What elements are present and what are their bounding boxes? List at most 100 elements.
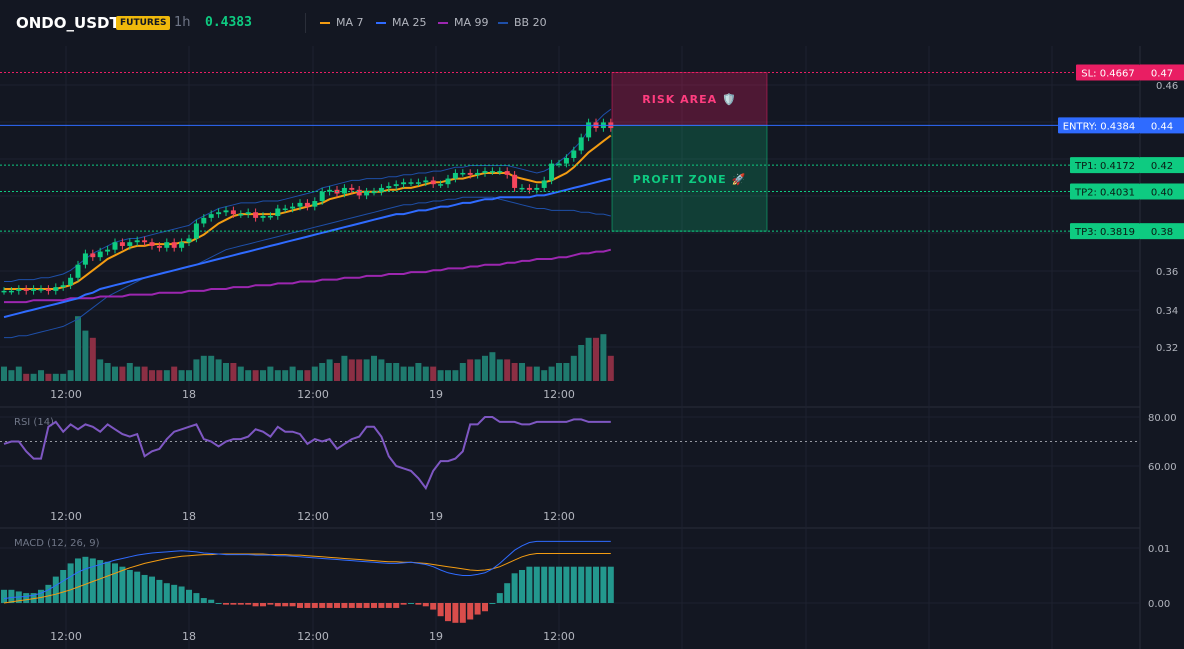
candle-body	[267, 216, 273, 218]
volume-bar	[519, 363, 525, 381]
macd-histogram-bar	[371, 603, 377, 608]
candle-body	[45, 288, 51, 291]
volume-bar	[304, 370, 311, 381]
macd-histogram-bar	[593, 566, 599, 603]
volume-bar	[82, 330, 89, 381]
macd-histogram-bar	[467, 603, 474, 620]
rsi-panel: RSI (14) 80.00 60.00 12:00 18 12:00 19 12:00	[0, 413, 1177, 523]
macd-histogram-bar	[60, 570, 67, 603]
legend-ma7[interactable]: MA 7	[320, 16, 364, 29]
volume-bar	[326, 359, 333, 381]
candle-body	[156, 245, 162, 248]
macd-histogram-bar	[38, 589, 44, 603]
candle-body	[68, 277, 74, 286]
macd-histogram-bar	[163, 583, 170, 603]
volume-bar	[511, 363, 518, 381]
macd-histogram-bar	[319, 603, 326, 608]
macd-histogram-bar	[341, 603, 348, 608]
macd-histogram-bar	[112, 563, 118, 603]
volume-bar	[422, 366, 429, 381]
legend-bb20[interactable]: BB 20	[498, 16, 547, 29]
candle-body	[541, 180, 547, 188]
candle-body	[475, 172, 481, 175]
volume-bar	[156, 370, 163, 381]
ma99-line	[4, 248, 612, 304]
volume-bar	[260, 370, 266, 381]
candle-body	[149, 242, 155, 246]
candle-body	[119, 242, 125, 246]
volume-bar	[548, 366, 555, 381]
volume-bar	[319, 363, 326, 381]
candle-body	[253, 212, 259, 218]
candle-body	[319, 191, 325, 202]
volume-bar	[97, 359, 104, 381]
volume-bar	[60, 373, 67, 381]
macd-histogram-bar	[526, 566, 533, 603]
macd-histogram-bar	[541, 566, 548, 603]
candle-body	[341, 187, 347, 194]
price-tick: 0.46	[1156, 81, 1178, 92]
volume-bar	[452, 370, 459, 381]
legend-ma99-label: MA 99	[454, 16, 489, 29]
legend-ma25-label: MA 25	[392, 16, 427, 29]
macd-histogram-bar	[326, 603, 333, 608]
volume-bar	[171, 366, 178, 381]
macd-histogram-bar	[104, 561, 111, 603]
candle-body	[430, 180, 436, 185]
candle-body	[186, 238, 192, 243]
legend-ma25[interactable]: MA 25	[376, 16, 427, 29]
volume-bar	[437, 370, 444, 381]
chart-grid	[0, 46, 1141, 649]
macd-tick: 0.00	[1148, 599, 1170, 610]
candle-body	[534, 187, 540, 190]
macd-histogram-bar	[334, 603, 340, 608]
symbol-name[interactable]: ONDO_USDT	[16, 14, 120, 32]
macd-histogram-bar	[452, 603, 459, 623]
sl-tag	[1076, 64, 1140, 81]
macd-histogram-bar	[126, 570, 133, 603]
macd-histogram-bar	[186, 589, 192, 603]
entry-price-tag	[1140, 117, 1184, 134]
tp2-price-tag	[1140, 183, 1184, 200]
ma99-swatch	[438, 21, 448, 24]
macd-histogram-bar	[385, 603, 392, 608]
macd-histogram-bar	[1, 589, 7, 603]
ma7-swatch	[320, 21, 330, 24]
volume-bar	[400, 366, 407, 381]
macd-time-tick: 12:00	[543, 630, 575, 643]
macd-histogram-bar	[489, 603, 496, 604]
tp1-price-tag	[1140, 157, 1184, 174]
legend-ma99[interactable]: MA 99	[438, 16, 489, 29]
timeframe-selector[interactable]: 1h	[174, 15, 191, 30]
rsi-time-tick: 19	[429, 510, 443, 523]
bb-upper-line	[4, 108, 612, 282]
volume-bar	[75, 316, 81, 381]
candle-body	[356, 189, 362, 196]
candle-body	[571, 150, 577, 158]
macd-histogram-bar	[119, 566, 126, 603]
volume-bar	[15, 366, 22, 381]
macd-histogram-bar	[75, 558, 81, 603]
bb20-swatch	[498, 21, 508, 24]
macd-tick: 0.01	[1148, 544, 1170, 555]
candle-body	[201, 217, 207, 224]
candle-body	[349, 187, 355, 190]
candle-body	[245, 212, 251, 215]
macd-histogram-bar	[297, 603, 303, 608]
volume-bar	[415, 363, 422, 381]
macd-histogram-bar	[178, 586, 185, 603]
volume-bar	[245, 370, 252, 381]
candle-body	[23, 288, 29, 291]
indicator-lines	[3, 108, 612, 339]
macd-time-tick: 12:00	[297, 630, 329, 643]
macd-histogram-bar	[548, 566, 555, 603]
volume-bar	[430, 366, 437, 381]
last-price: 0.4383	[205, 15, 252, 30]
volume-bar	[408, 366, 414, 381]
volume-bar	[215, 359, 222, 381]
macd-histogram-bar	[223, 603, 229, 605]
macd-histogram-bar	[378, 603, 385, 608]
macd-signal-line	[3, 553, 611, 604]
macd-histogram-bar	[245, 603, 252, 605]
